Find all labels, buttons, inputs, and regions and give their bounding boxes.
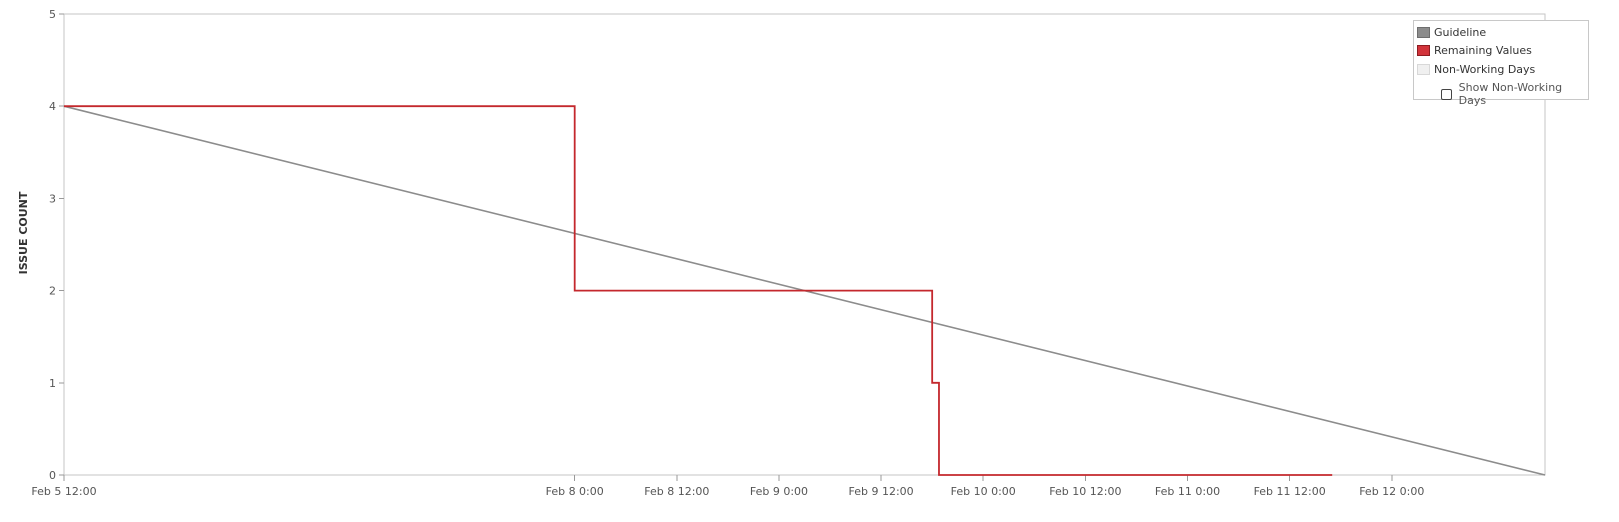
plot-area-border (63, 13, 1546, 476)
y-tick-label: 3 (49, 192, 56, 205)
series-line-remaining-values (64, 105, 1333, 476)
y-tick-label: 4 (49, 100, 56, 113)
legend-label-remaining-values: Remaining Values (1434, 43, 1532, 57)
show-non-working-days-toggle[interactable]: Show Non-Working Days (1441, 81, 1588, 107)
y-tick-label: 1 (49, 377, 56, 390)
series-layer (63, 105, 1546, 476)
legend-swatch-remaining-values (1417, 44, 1430, 56)
legend-label-non-working-days: Non-Working Days (1434, 62, 1536, 76)
legend-item-guideline[interactable]: Guideline (1417, 25, 1486, 39)
x-tick-label: Feb 10 0:00 (951, 485, 1016, 498)
legend-item-remaining-values[interactable]: Remaining Values (1417, 43, 1532, 57)
x-tick-label: Feb 5 12:00 (31, 485, 96, 498)
y-tick-label: 5 (49, 8, 56, 21)
x-tick-label: Feb 11 12:00 (1254, 485, 1326, 498)
chart-legend: Guideline Remaining Values Non-Working D… (1413, 20, 1589, 107)
y-tick-label: 0 (49, 469, 56, 482)
y-axis-title: ISSUE COUNT (17, 191, 30, 274)
show-non-working-days-checkbox[interactable] (1441, 88, 1452, 100)
legend-item-non-working-days[interactable]: Non-Working Days (1417, 62, 1535, 76)
legend-swatch-guideline (1417, 26, 1430, 38)
legend-label-guideline: Guideline (1434, 25, 1487, 39)
x-tick-label: Feb 11 0:00 (1155, 485, 1220, 498)
x-axis: Feb 5 12:00 Feb 8 0:00 Feb 8 12:00 Feb 9 0:… (31, 475, 1424, 498)
x-tick-label: Feb 9 12:00 (849, 485, 914, 498)
y-axis: 0 1 2 3 4 5 (49, 8, 64, 482)
show-non-working-days-label: Show Non-Working Days (1458, 81, 1563, 107)
x-tick-label: Feb 9 0:00 (750, 485, 808, 498)
legend-swatch-non-working-days (1417, 63, 1430, 75)
x-tick-label: Feb 8 12:00 (644, 485, 709, 498)
x-tick-label: Feb 10 12:00 (1049, 485, 1121, 498)
y-tick-label: 2 (49, 285, 56, 298)
x-tick-label: Feb 8 0:00 (546, 485, 604, 498)
x-tick-label: Feb 12 0:00 (1359, 485, 1424, 498)
